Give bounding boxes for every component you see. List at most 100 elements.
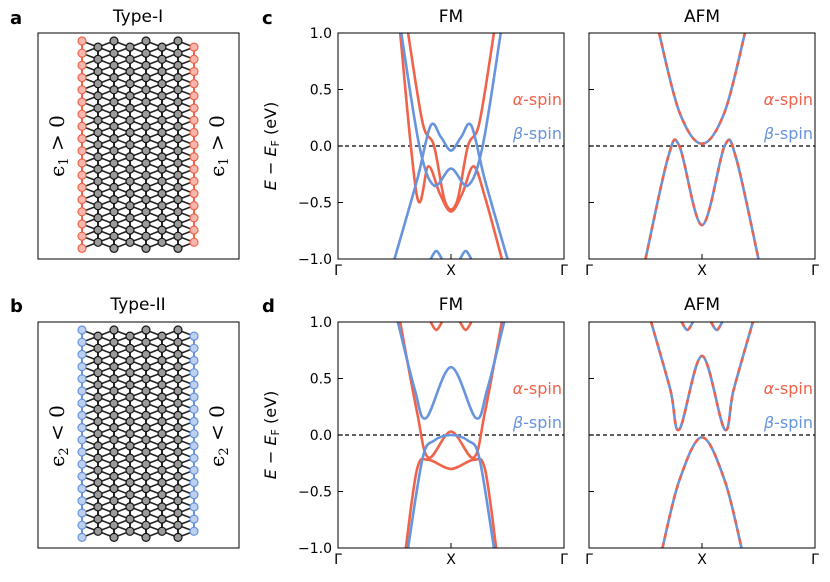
lattice-atom — [77, 72, 87, 83]
lattice-atom — [173, 386, 183, 396]
lattice-atom — [125, 355, 135, 366]
lattice-atom — [93, 490, 103, 500]
lattice-atom — [157, 465, 167, 475]
lattice-atom — [77, 231, 87, 241]
x-tick-label: Γ — [334, 552, 342, 568]
lattice-atom — [109, 374, 119, 384]
y-tick-label: 0.0 — [310, 139, 332, 155]
lattice-atom — [77, 447, 87, 457]
lattice-atom — [173, 447, 183, 457]
lattice-atom — [109, 423, 119, 433]
legend-beta-spin: β-spin — [763, 413, 813, 432]
band-line-alpha — [649, 322, 755, 432]
lattice-atom — [173, 520, 183, 530]
lattice-atom — [77, 207, 87, 217]
lattice-atom — [189, 392, 199, 402]
lattice-atom — [125, 441, 135, 451]
lattice-atom — [109, 471, 119, 481]
lattice-atom — [173, 48, 183, 58]
band-lines — [396, 322, 506, 548]
lattice-atom — [141, 97, 151, 107]
band-line-beta — [458, 249, 473, 259]
y-tick-label: 0.5 — [310, 83, 332, 99]
lattice-atom — [141, 325, 151, 335]
lattice-atom — [109, 97, 119, 107]
y-axis-label-c: E − EF (eV) — [261, 102, 282, 190]
y-axis-label-d: E − EF (eV) — [261, 391, 282, 479]
lattice-atom — [93, 404, 103, 414]
x-tick-label: Γ — [585, 552, 593, 568]
panel-a-side-left: ϵ1 > 0 — [45, 115, 72, 177]
lattice-atom — [173, 374, 183, 384]
lattice-atom — [77, 496, 87, 506]
lattice-atom — [109, 85, 119, 95]
lattice-atom — [125, 140, 135, 150]
lattice-atom — [77, 121, 87, 132]
lattice-atom — [141, 109, 151, 119]
band-line-beta — [644, 138, 760, 259]
lattice-atom — [189, 490, 199, 500]
lattice-atom — [141, 60, 151, 71]
lattice-atom — [189, 66, 199, 77]
panel-b-side-left: ϵ2 < 0 — [45, 405, 72, 467]
band-line-alpha — [680, 322, 695, 332]
x-tick-label: Γ — [334, 263, 342, 279]
lattice-atom — [93, 176, 103, 186]
lattice-atom — [77, 337, 87, 347]
lattice-atom — [77, 362, 87, 372]
lattice-atom — [189, 188, 199, 199]
lattice-atom — [141, 508, 151, 518]
lattice-atom — [125, 201, 135, 211]
lattice-atom — [173, 243, 183, 253]
lattice-atom — [173, 121, 183, 132]
lattice-atom — [173, 325, 183, 335]
lattice-atom — [77, 484, 87, 494]
lattice-atom — [125, 152, 135, 162]
lattice-atom — [157, 514, 167, 524]
lattice-atom — [157, 115, 167, 125]
lattice-atom — [77, 532, 87, 543]
lattice-atom — [157, 453, 167, 463]
lattice-atom — [157, 140, 167, 150]
legend-beta-spin: β-spin — [512, 413, 562, 432]
x-tick-label: Γ — [585, 263, 593, 279]
lattice-atom — [93, 416, 103, 427]
lattice-atom — [109, 158, 119, 168]
lattice-atom — [125, 79, 135, 89]
lattice-atom — [109, 109, 119, 119]
lattice-atom — [77, 325, 87, 335]
y-tick-label: −1.0 — [298, 541, 332, 557]
lattice-atom — [109, 182, 119, 192]
lattice-atom — [141, 121, 151, 132]
legend-alpha-spin: α-spin — [513, 90, 562, 109]
lattice-atom — [157, 392, 167, 402]
lattice-atom — [93, 127, 103, 138]
lattice-atom — [173, 207, 183, 217]
lattice-atom — [125, 392, 135, 402]
lattice-atom — [189, 368, 199, 378]
lattice-atom — [157, 380, 167, 390]
lattice-atom — [173, 158, 183, 168]
lattice-atom — [173, 146, 183, 156]
lattice-atom — [173, 435, 183, 445]
lattice-atom — [141, 231, 151, 241]
y-tick-label: 1.0 — [310, 315, 332, 331]
x-tick-label: X — [697, 552, 707, 568]
lattice-atom — [93, 54, 103, 64]
band-line-beta — [399, 33, 503, 188]
band-line-beta — [657, 33, 747, 146]
lattice-atom — [141, 158, 151, 168]
lattice-atom — [189, 331, 199, 341]
lattice-atom — [173, 532, 183, 543]
lattice-atom — [93, 441, 103, 451]
lattice-atom — [77, 459, 87, 469]
lattice-atom — [77, 36, 87, 46]
lattice-atom — [189, 453, 199, 463]
band-lines — [649, 322, 755, 548]
band-line-beta — [393, 122, 509, 259]
lattice-atom — [141, 484, 151, 494]
lattice-atom — [109, 60, 119, 71]
lattice-atom — [109, 134, 119, 144]
